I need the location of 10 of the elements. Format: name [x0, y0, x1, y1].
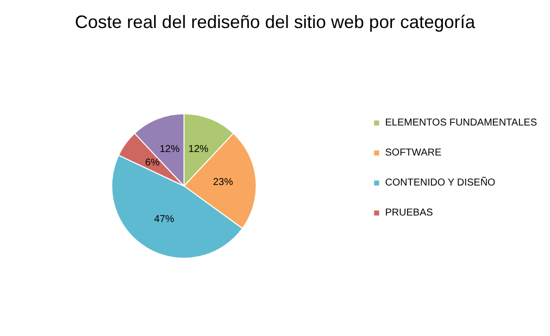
- legend-label: PRUEBAS: [385, 208, 434, 218]
- data-label: 6%: [145, 158, 160, 169]
- legend-label: CONTENIDO Y DISEÑO: [385, 176, 496, 188]
- data-label: 47%: [154, 214, 174, 226]
- data-label: 12%: [188, 144, 209, 156]
- legend-label: ELEMENTOS FUNDAMENTALES: [385, 118, 538, 128]
- data-label: 12%: [160, 144, 180, 156]
- legend-label: SOFTWARE: [385, 148, 442, 158]
- data-label: 23%: [212, 176, 234, 188]
- chart-title: Coste real del rediseño del sitio web por categoría: [74, 12, 476, 32]
